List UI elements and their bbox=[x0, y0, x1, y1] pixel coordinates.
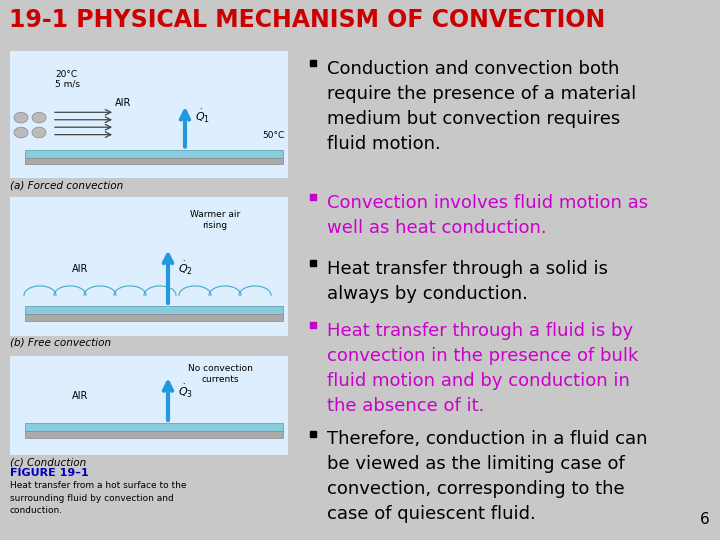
Text: AIR: AIR bbox=[72, 264, 88, 274]
Text: 5 m/s: 5 m/s bbox=[55, 79, 80, 89]
Bar bbox=[25, 158, 283, 165]
Text: 6: 6 bbox=[701, 512, 710, 527]
Text: Heat transfer through a fluid is by
convection in the presence of bulk
fluid mot: Heat transfer through a fluid is by conv… bbox=[327, 322, 639, 415]
Text: (a) Forced convection: (a) Forced convection bbox=[10, 180, 123, 191]
Text: rising: rising bbox=[202, 221, 228, 230]
Text: FIGURE 19–1: FIGURE 19–1 bbox=[10, 468, 89, 478]
Bar bbox=[10, 51, 288, 178]
Text: 20°C: 20°C bbox=[55, 70, 77, 79]
Text: No convection: No convection bbox=[188, 364, 253, 374]
Bar bbox=[25, 306, 283, 314]
Text: Heat transfer from a hot surface to the
surrounding fluid by convection and
cond: Heat transfer from a hot surface to the … bbox=[10, 482, 186, 516]
Text: AIR: AIR bbox=[115, 98, 131, 109]
Ellipse shape bbox=[14, 112, 28, 123]
Text: Convection involves fluid motion as
well as heat conduction.: Convection involves fluid motion as well… bbox=[327, 194, 648, 237]
Text: (b) Free convection: (b) Free convection bbox=[10, 338, 111, 348]
Ellipse shape bbox=[14, 127, 28, 138]
Text: $\dot{Q}_2$: $\dot{Q}_2$ bbox=[178, 260, 193, 277]
Text: $\dot{Q}_3$: $\dot{Q}_3$ bbox=[178, 382, 193, 400]
Bar bbox=[25, 150, 283, 158]
Text: (c) Conduction: (c) Conduction bbox=[10, 457, 86, 467]
Text: $\dot{Q}_1$: $\dot{Q}_1$ bbox=[195, 108, 210, 125]
Text: currents: currents bbox=[202, 375, 239, 384]
Text: 19-1 PHYSICAL MECHANISM OF CONVECTION: 19-1 PHYSICAL MECHANISM OF CONVECTION bbox=[9, 8, 605, 32]
Text: Heat transfer through a solid is
always by conduction.: Heat transfer through a solid is always … bbox=[327, 260, 608, 303]
Bar bbox=[10, 356, 288, 455]
Bar bbox=[25, 431, 283, 438]
Bar bbox=[25, 423, 283, 431]
Ellipse shape bbox=[32, 112, 46, 123]
Text: AIR: AIR bbox=[72, 392, 88, 401]
Text: Conduction and convection both
require the presence of a material
medium but con: Conduction and convection both require t… bbox=[327, 60, 636, 153]
Bar bbox=[10, 198, 288, 336]
Ellipse shape bbox=[32, 127, 46, 138]
Text: Therefore, conduction in a fluid can
be viewed as the limiting case of
convectio: Therefore, conduction in a fluid can be … bbox=[327, 430, 647, 523]
Text: 50°C: 50°C bbox=[262, 131, 284, 140]
Bar bbox=[25, 314, 283, 321]
Text: Warmer air: Warmer air bbox=[190, 210, 240, 219]
